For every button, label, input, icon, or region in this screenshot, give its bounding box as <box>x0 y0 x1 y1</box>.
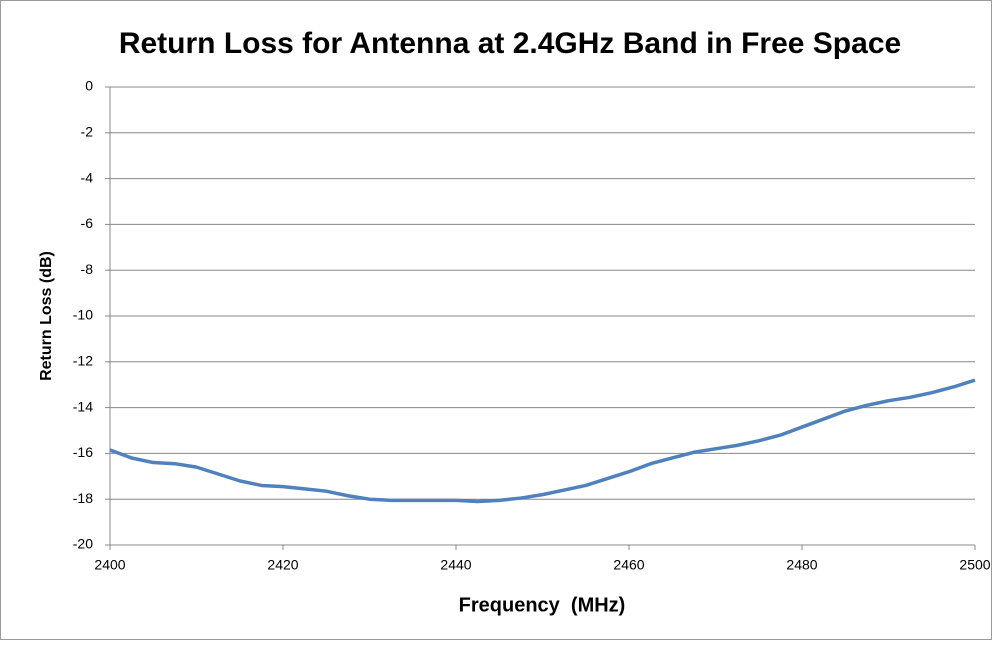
x-tick-label: 2440 <box>440 557 471 573</box>
y-tick-label: -6 <box>81 215 94 231</box>
y-tick-label: -10 <box>73 307 93 323</box>
y-tick-label: -18 <box>73 490 93 506</box>
x-axis-label: Frequency (MHz) <box>459 594 626 616</box>
chart-title: Return Loss for Antenna at 2.4GHz Band i… <box>119 27 901 60</box>
y-tick-label: -12 <box>73 353 93 369</box>
y-tick-label: -2 <box>81 124 94 140</box>
y-tick-label: 0 <box>85 78 93 94</box>
x-tick-label: 2420 <box>267 557 298 573</box>
y-tick-label: -8 <box>81 261 94 277</box>
x-tick-label: 2480 <box>786 557 817 573</box>
x-tick-label: 2400 <box>94 557 125 573</box>
y-axis-label: Return Loss (dB) <box>38 251 55 381</box>
x-tick-label: 2500 <box>959 557 990 573</box>
y-tick-label: -20 <box>73 536 93 552</box>
data-line <box>109 378 976 504</box>
y-tick-label: -14 <box>73 398 93 414</box>
y-tick-label: -4 <box>81 169 94 185</box>
y-tick-label: -16 <box>73 444 93 460</box>
x-tick-label: 2460 <box>613 557 644 573</box>
